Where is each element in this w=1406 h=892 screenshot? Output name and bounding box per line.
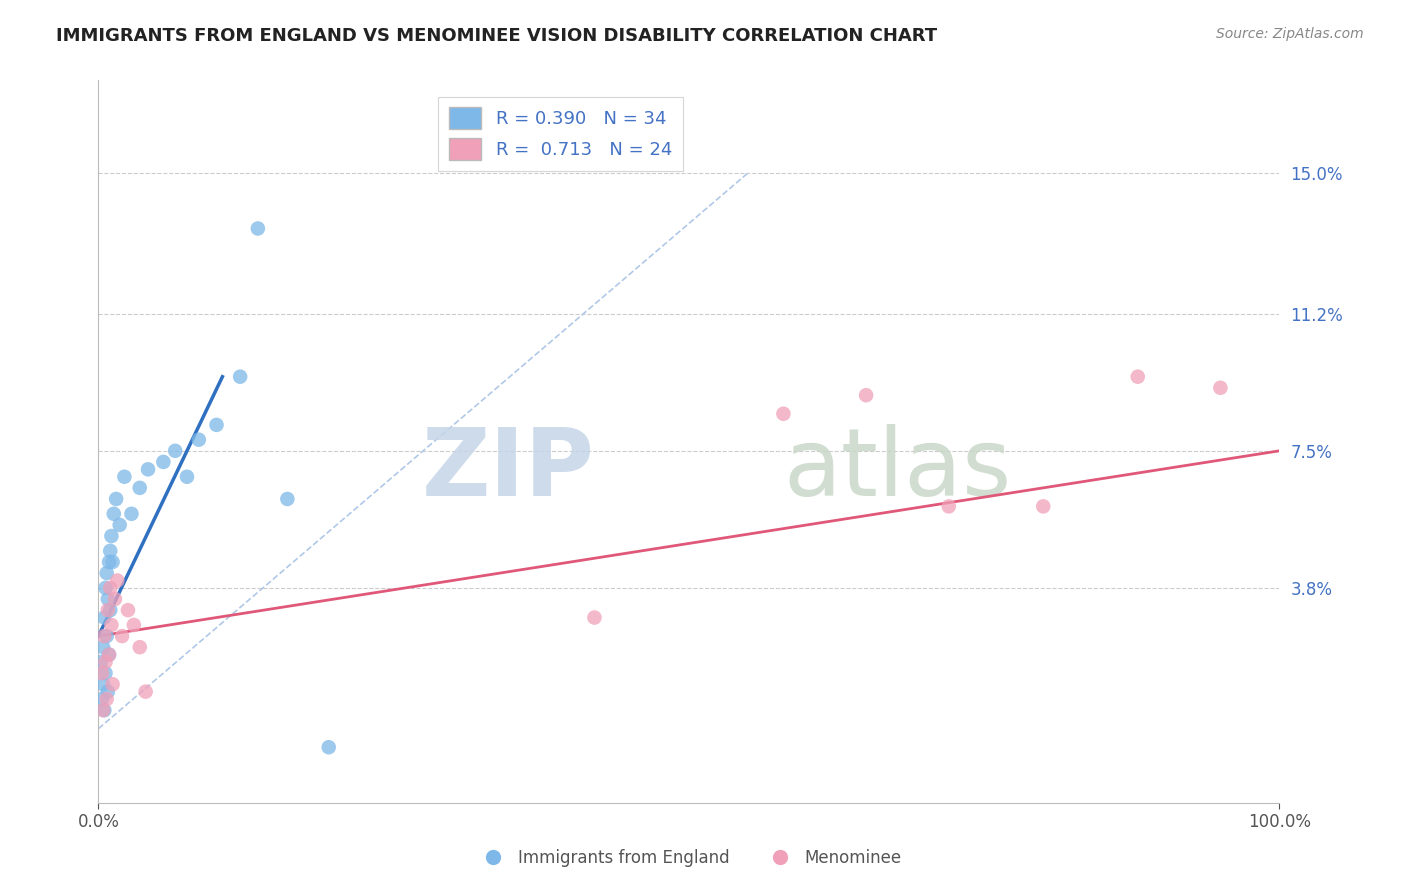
- Point: [121, 507, 143, 521]
- Point: [318, 740, 340, 755]
- Point: [1126, 369, 1149, 384]
- Point: [855, 388, 877, 402]
- Point: [165, 443, 187, 458]
- Point: [112, 469, 135, 483]
- Point: [117, 603, 139, 617]
- Point: [91, 666, 114, 681]
- Point: [104, 592, 127, 607]
- Point: [98, 555, 121, 569]
- Point: [96, 566, 118, 580]
- Text: atlas: atlas: [783, 425, 1012, 516]
- Point: [111, 629, 134, 643]
- Point: [91, 703, 114, 717]
- Text: ZIP: ZIP: [422, 425, 595, 516]
- Point: [122, 618, 145, 632]
- Point: [108, 517, 131, 532]
- Point: [97, 684, 120, 698]
- Point: [96, 692, 118, 706]
- Point: [90, 655, 112, 669]
- Point: [100, 618, 122, 632]
- Point: [1032, 500, 1054, 514]
- Point: [96, 629, 118, 643]
- Point: [91, 677, 114, 691]
- Point: [93, 629, 115, 643]
- Point: [91, 640, 114, 655]
- Point: [1209, 381, 1232, 395]
- Point: [97, 592, 120, 607]
- Point: [187, 433, 209, 447]
- Point: [276, 491, 298, 506]
- Point: [246, 221, 269, 235]
- Point: [94, 666, 117, 681]
- Point: [152, 455, 174, 469]
- Point: [94, 581, 117, 595]
- Point: [98, 648, 121, 662]
- Point: [205, 417, 228, 432]
- Point: [135, 684, 157, 698]
- Point: [105, 574, 128, 588]
- Point: [98, 603, 121, 617]
- Point: [176, 469, 198, 483]
- Point: [98, 581, 121, 595]
- Point: [938, 500, 960, 514]
- Legend: Immigrants from England, Menominee: Immigrants from England, Menominee: [470, 843, 908, 874]
- Point: [93, 610, 115, 624]
- Point: [105, 491, 128, 506]
- Point: [229, 369, 252, 384]
- Text: Source: ZipAtlas.com: Source: ZipAtlas.com: [1216, 27, 1364, 41]
- Point: [94, 655, 117, 669]
- Point: [100, 529, 122, 543]
- Point: [136, 462, 159, 476]
- Point: [93, 703, 115, 717]
- Text: IMMIGRANTS FROM ENGLAND VS MENOMINEE VISION DISABILITY CORRELATION CHART: IMMIGRANTS FROM ENGLAND VS MENOMINEE VIS…: [56, 27, 938, 45]
- Point: [97, 603, 120, 617]
- Point: [772, 407, 794, 421]
- Point: [101, 555, 124, 569]
- Point: [583, 610, 606, 624]
- Point: [98, 544, 121, 558]
- Point: [128, 640, 150, 655]
- Point: [103, 507, 125, 521]
- Point: [91, 692, 114, 706]
- Point: [98, 648, 121, 662]
- Point: [128, 481, 150, 495]
- Point: [101, 677, 124, 691]
